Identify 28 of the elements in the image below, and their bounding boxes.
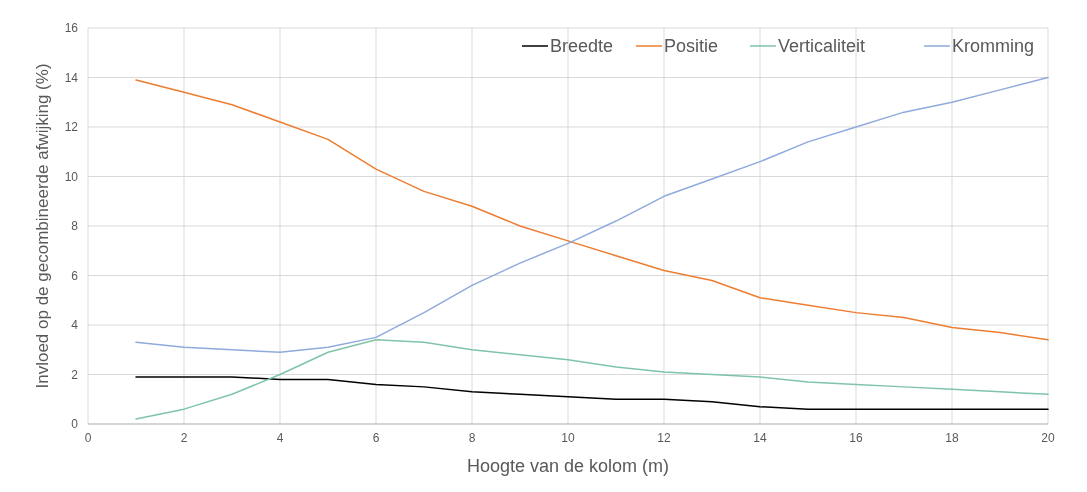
x-tick-label: 10 xyxy=(561,431,575,445)
x-tick-label: 16 xyxy=(849,431,863,445)
line-series xyxy=(135,376,1049,410)
line-series xyxy=(135,339,1049,420)
y-tick-label: 16 xyxy=(64,21,79,36)
x-axis-title: Hoogte van de kolom (m) xyxy=(466,456,670,476)
x-tick-label: 0 xyxy=(84,431,92,445)
y-tick-label: 8 xyxy=(71,219,79,234)
legend-label: Verticaliteit xyxy=(778,36,866,57)
y-tick-label: 0 xyxy=(71,417,79,432)
x-tick-label: 2 xyxy=(180,431,188,445)
y-tick-label: 12 xyxy=(64,120,79,135)
y-tick-label: 6 xyxy=(71,268,79,283)
y-axis-title: Invloed op de gecombineerde afwijking (%) xyxy=(33,63,52,389)
x-tick-label: 18 xyxy=(945,431,959,445)
legend-label: Positie xyxy=(664,36,719,57)
x-tick-label: 14 xyxy=(753,431,767,445)
x-tick-label: 6 xyxy=(372,431,380,445)
y-tick-label: 14 xyxy=(64,70,79,85)
x-tick-label: 20 xyxy=(1041,431,1055,445)
legend-label: Breedte xyxy=(550,36,614,57)
legend-label: Kromming xyxy=(952,36,1035,57)
y-tick-label: 10 xyxy=(64,169,79,184)
y-tick-label: 2 xyxy=(71,367,79,382)
x-tick-label: 4 xyxy=(276,431,284,445)
x-tick-label: 8 xyxy=(468,431,476,445)
y-tick-label: 4 xyxy=(71,318,79,333)
x-tick-label: 12 xyxy=(657,431,671,445)
